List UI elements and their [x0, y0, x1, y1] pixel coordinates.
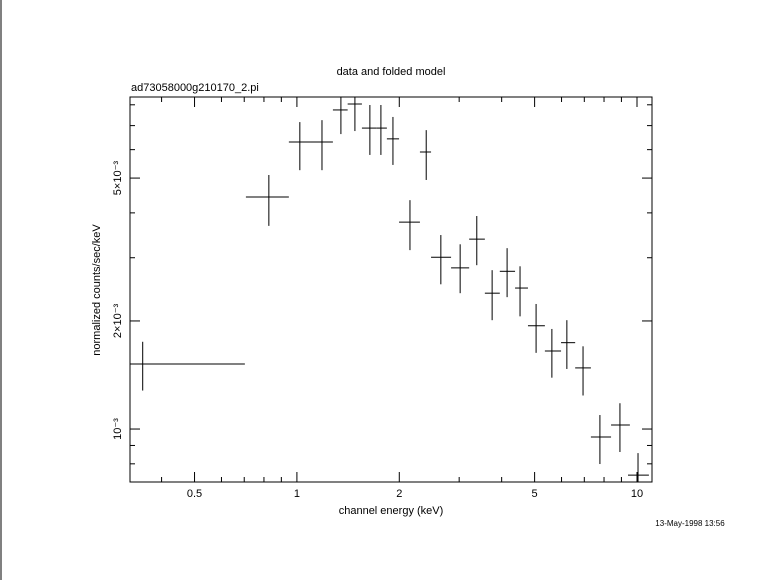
timestamp: 13-May-1998 13:56	[655, 519, 725, 528]
y-tick-label: 10⁻³	[112, 418, 124, 440]
x-tick-label: 0.5	[187, 488, 202, 500]
plot-area	[130, 97, 649, 482]
chart-title: data and folded model	[337, 66, 446, 78]
x-tick-label: 5	[532, 488, 538, 500]
x-axis-label: channel energy (keV)	[339, 505, 444, 517]
y-tick-label: 2×10⁻³	[112, 303, 124, 338]
y-axis-label: normalized counts/sec/keV	[91, 224, 103, 356]
file-name: ad73058000g210170_2.pi	[131, 82, 259, 94]
x-tick-label: 2	[396, 488, 402, 500]
x-tick-label: 10	[631, 488, 643, 500]
x-tick-label: 1	[294, 488, 300, 500]
plot-frame	[129, 96, 653, 483]
y-tick-label: 5×10⁻³	[112, 161, 124, 196]
